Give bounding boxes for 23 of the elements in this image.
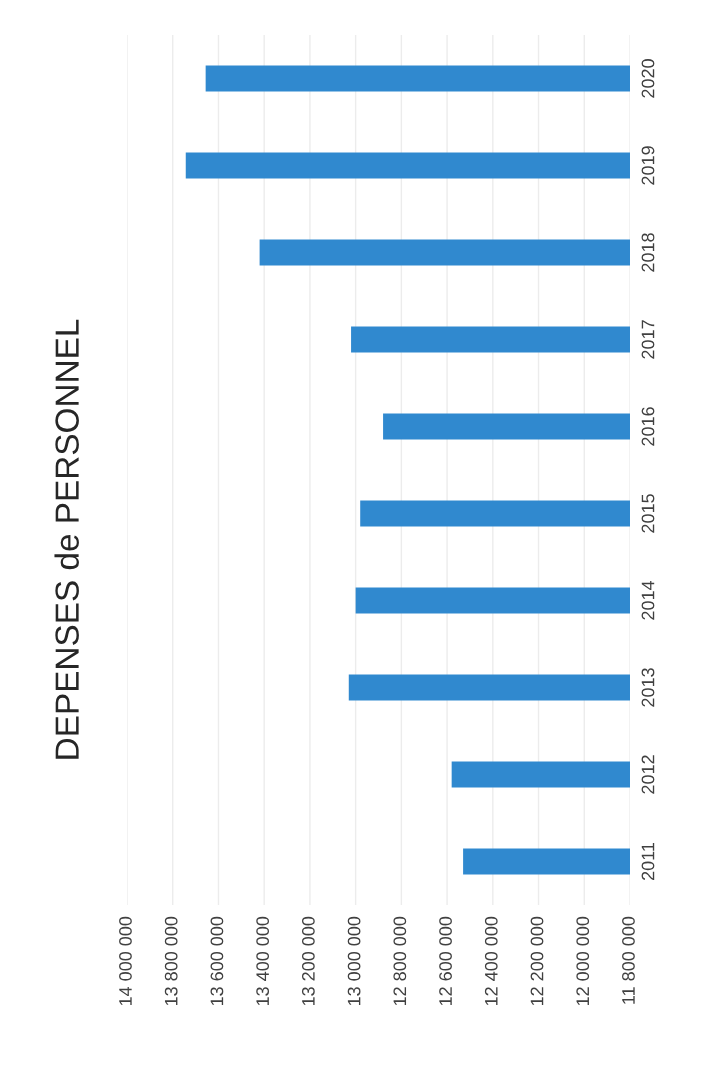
y-tick-label: 2011 [641, 842, 655, 881]
y-tick-label: 2014 [641, 580, 655, 620]
y-tick-label: 2016 [641, 407, 655, 446]
y-tick-label: 2019 [641, 146, 655, 185]
y-tick-label: 2018 [641, 233, 655, 272]
x-tick-label: 13 000 000 [347, 916, 361, 1006]
y-tick-label: 2012 [641, 755, 655, 794]
x-tick-label: 12 200 000 [530, 916, 544, 1006]
y-tick-label: 2015 [641, 494, 655, 533]
x-tick-label: 13 200 000 [301, 916, 315, 1006]
y-tick-label: 2020 [641, 59, 655, 98]
y-tick-label: 2017 [641, 320, 655, 359]
x-tick-label: 12 000 000 [576, 916, 590, 1006]
x-tick-label: 13 600 000 [210, 916, 224, 1006]
y-tick-label: 2013 [641, 668, 655, 707]
text: DEPENSES de PERSONNEL [54, 319, 79, 759]
x-tick-label: 12 400 000 [484, 916, 498, 1006]
x-tick-label: 13 400 000 [256, 916, 270, 1006]
x-tick-label: 12 600 000 [439, 916, 452, 1006]
x-tick-label: 12 800 000 [393, 916, 407, 1006]
x-tick-label: 11 800 000 [622, 916, 635, 1004]
x-tick-label: 14 000 000 [119, 916, 132, 1006]
x-tick-label: 13 800 000 [164, 916, 178, 1006]
